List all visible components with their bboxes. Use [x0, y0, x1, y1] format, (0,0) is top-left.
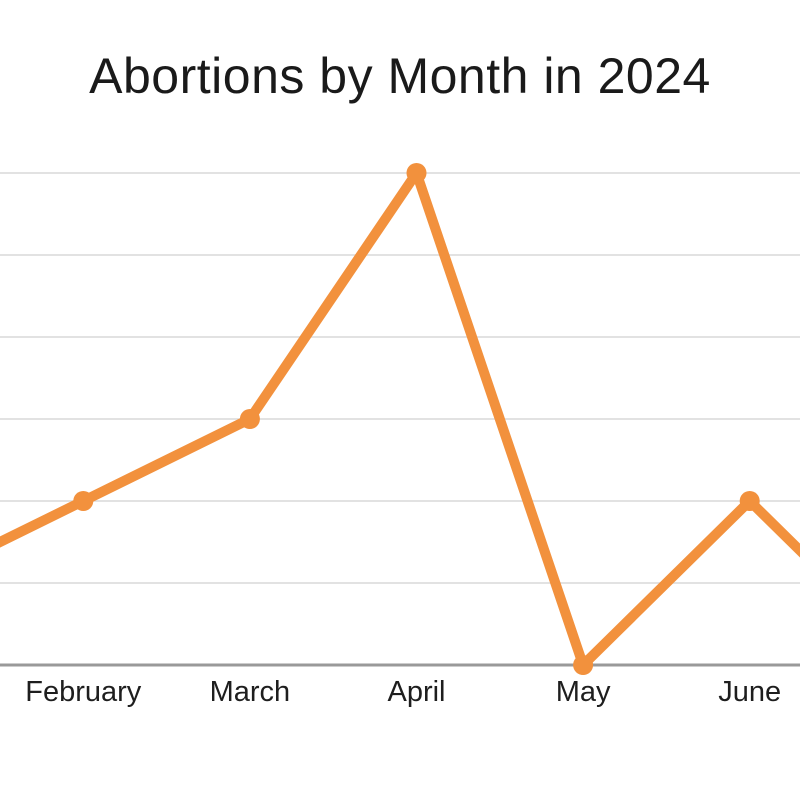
data-point-may — [573, 655, 594, 675]
x-axis-label-june: June — [718, 676, 781, 708]
x-axis-label-march: March — [210, 676, 291, 708]
data-point-june — [739, 491, 760, 511]
data-point-april — [406, 163, 427, 183]
x-axis-label-may: May — [556, 676, 611, 708]
chart-title: Abortions by Month in 2024 — [89, 48, 711, 104]
x-axis-label-february: February — [25, 676, 142, 708]
x-axis-label-april: April — [387, 676, 445, 708]
data-point-march — [239, 409, 260, 429]
data-point-february — [73, 491, 94, 511]
